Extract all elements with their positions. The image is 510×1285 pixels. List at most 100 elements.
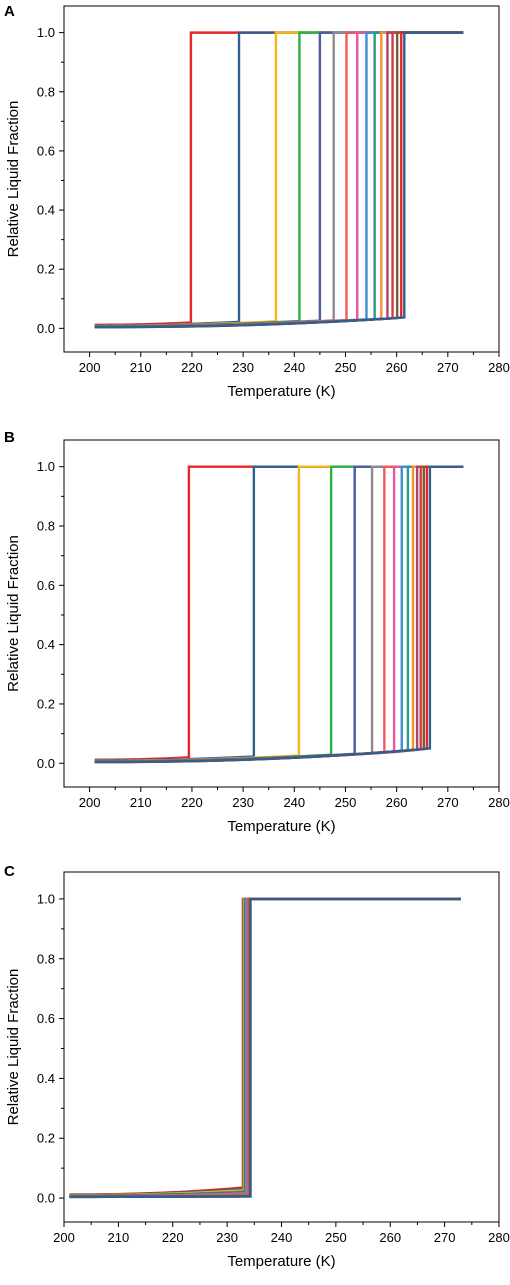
series-line-14 [69, 897, 461, 1198]
x-tick-label: 270 [434, 1230, 456, 1245]
y-tick-label: 0.4 [37, 1071, 55, 1086]
y-axis: 0.0 0.2 0.4 0.6 0.8 1.0 [37, 459, 64, 771]
series-group [69, 897, 461, 1199]
y-tick-label: 0.8 [37, 84, 55, 99]
y-tick-label: 0.4 [37, 203, 55, 218]
x-tick-label: 220 [181, 360, 203, 375]
y-tick-label: 0.0 [37, 1191, 55, 1206]
y-axis: 0.0 0.2 0.4 0.6 0.8 1.0 [37, 25, 64, 336]
series-line-6 [69, 897, 461, 1198]
y-tick-label: 0.8 [37, 519, 55, 534]
x-tick-label: 260 [379, 1230, 401, 1245]
plot-frame [63, 5, 500, 353]
y-tick-label: 0.8 [37, 951, 55, 966]
series-line-15 [69, 897, 461, 1199]
x-tick-label: 280 [488, 360, 510, 375]
x-tick-label: 280 [488, 795, 510, 810]
series-line-3 [94, 31, 464, 327]
series-line-2 [94, 31, 464, 327]
y-tick-label: 0.6 [37, 143, 55, 158]
series-line-9 [94, 31, 464, 328]
x-tick-label: 280 [488, 1230, 510, 1245]
series-line-13 [69, 897, 461, 1198]
series-line-1 [94, 31, 464, 326]
plot-frame [63, 871, 500, 1223]
x-tick-label: 200 [79, 360, 101, 375]
x-tick-label: 230 [216, 1230, 238, 1245]
y-tick-label: 0.2 [37, 262, 55, 277]
y-tick-label: 1.0 [37, 891, 55, 906]
series-line-5 [94, 31, 464, 328]
panel-c: C 200 210 220 230 240 250 260 270 280 0.0 0.2 0.4 0.6… [4, 863, 510, 1270]
series-line-9 [69, 897, 461, 1198]
series-line-1 [69, 897, 461, 1196]
y-axis-title: Relative Liquid Fraction [5, 535, 22, 692]
series-line-12 [94, 31, 464, 329]
x-tick-label: 260 [386, 795, 408, 810]
x-tick-label: 220 [181, 795, 203, 810]
y-tick-label: 0.2 [37, 1131, 55, 1146]
panel-letter: B [4, 429, 15, 446]
y-tick-label: 0.4 [37, 637, 55, 652]
x-tick-label: 270 [437, 795, 459, 810]
x-axis: 200 210 220 230 240 250 260 270 280 [79, 787, 510, 810]
x-axis: 200 210 220 230 240 250 260 270 280 [79, 352, 510, 375]
series-line-4 [69, 897, 461, 1197]
x-tick-label: 240 [271, 1230, 293, 1245]
y-tick-label: 1.0 [37, 459, 55, 474]
x-tick-label: 200 [53, 1230, 75, 1245]
y-axis-title: Relative Liquid Fraction [5, 101, 22, 258]
y-tick-label: 0.0 [37, 321, 55, 336]
series-line-6 [94, 31, 464, 328]
series-group [94, 31, 464, 329]
panel-letter: A [4, 3, 15, 20]
series-line-10 [94, 31, 464, 328]
x-tick-label: 210 [130, 795, 152, 810]
y-axis: 0.0 0.2 0.4 0.6 0.8 1.0 [37, 891, 64, 1206]
x-tick-label: 260 [386, 360, 408, 375]
x-tick-label: 250 [335, 360, 357, 375]
y-tick-label: 0.6 [37, 1011, 55, 1026]
series-line-8 [69, 897, 461, 1198]
x-tick-label: 250 [325, 1230, 347, 1245]
panel-a: A 200 210 220 230 240 250 260 270 280 0.0 0.2 0.4 0.6… [4, 3, 510, 400]
y-tick-label: 0.2 [37, 696, 55, 711]
x-tick-label: 240 [283, 360, 305, 375]
series-line-5 [69, 897, 461, 1197]
x-tick-label: 220 [162, 1230, 184, 1245]
series-group [94, 465, 464, 764]
x-axis-title: Temperature (K) [227, 818, 335, 835]
series-line-2 [69, 897, 461, 1196]
series-line-16 [94, 465, 464, 764]
panel-b: B 200 210 220 230 240 250 260 270 280 0.0 0.2 0.4 0.6… [4, 429, 510, 835]
series-line-12 [69, 897, 461, 1198]
x-tick-label: 210 [130, 360, 152, 375]
x-axis: 200 210 220 230 240 250 260 270 280 [53, 1222, 510, 1245]
x-axis-title: Temperature (K) [227, 1253, 335, 1270]
x-axis-title: Temperature (K) [227, 383, 335, 400]
series-line-7 [94, 31, 464, 328]
x-tick-label: 230 [232, 795, 254, 810]
series-line-3 [69, 897, 461, 1197]
x-tick-label: 230 [232, 360, 254, 375]
plot-frame [63, 439, 500, 788]
series-line-4 [94, 31, 464, 328]
y-tick-label: 0.0 [37, 756, 55, 771]
x-tick-label: 240 [283, 795, 305, 810]
series-line-16 [69, 897, 461, 1199]
y-tick-label: 0.6 [37, 578, 55, 593]
series-line-11 [69, 897, 461, 1198]
series-line-7 [69, 897, 461, 1198]
series-line-16 [94, 31, 464, 329]
series-line-15 [94, 31, 464, 329]
x-tick-label: 200 [79, 795, 101, 810]
panel-letter: C [4, 863, 15, 880]
y-tick-label: 1.0 [37, 25, 55, 40]
series-line-14 [94, 31, 464, 329]
x-tick-label: 250 [335, 795, 357, 810]
series-line-11 [94, 31, 464, 329]
y-axis-title: Relative Liquid Fraction [5, 969, 22, 1126]
x-tick-label: 210 [108, 1230, 130, 1245]
series-line-10 [94, 465, 464, 763]
